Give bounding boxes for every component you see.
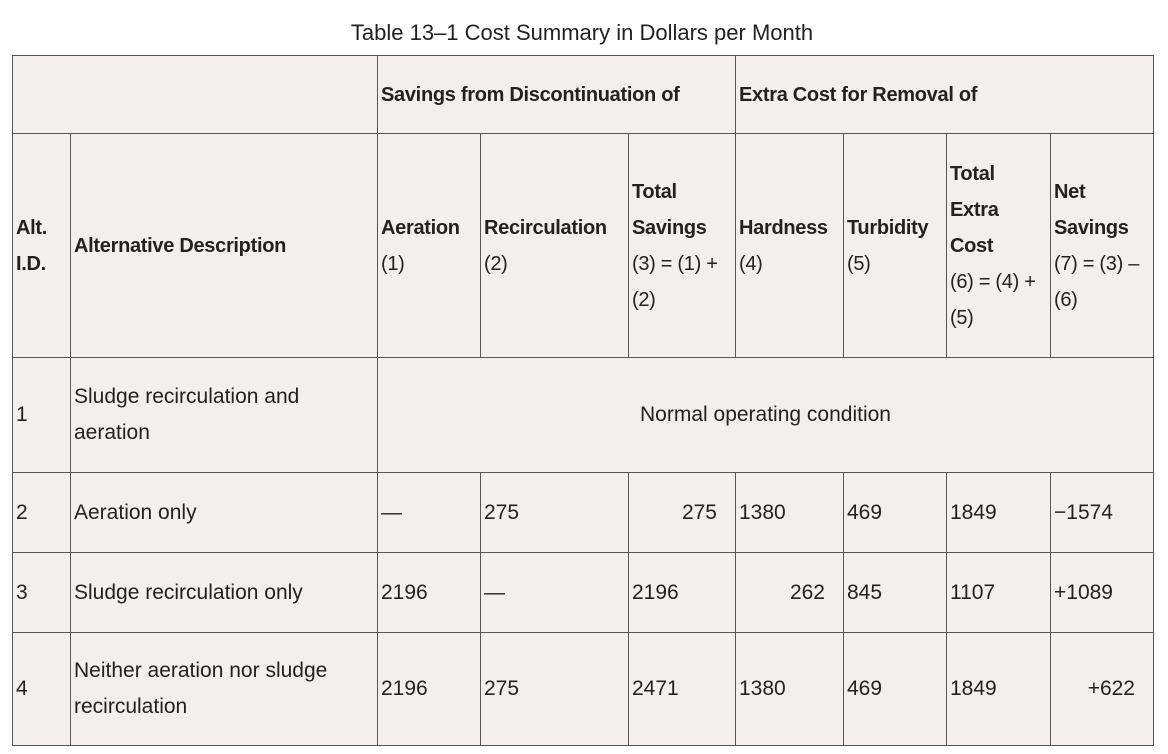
column-header: Aeration (1) bbox=[377, 133, 481, 358]
cell-value: — bbox=[480, 552, 629, 633]
column-header: Turbidity (5) bbox=[843, 133, 947, 358]
column-note: (5) bbox=[847, 252, 871, 275]
column-note: (6) = (4) + (5) bbox=[950, 270, 1036, 329]
cell-value: 275 bbox=[480, 632, 629, 746]
cell-value: 1380 bbox=[735, 472, 844, 553]
cell-value: 469 bbox=[843, 632, 947, 746]
cell-value: −1574 bbox=[1050, 472, 1154, 553]
cell-value: 2196 bbox=[628, 552, 736, 633]
group-header: Savings from Discontinuation of bbox=[377, 55, 736, 134]
description: Aeration only bbox=[70, 472, 378, 553]
row-note: Normal operating condition bbox=[377, 357, 1154, 473]
description: Neither aeration nor sludge recirculatio… bbox=[70, 632, 378, 746]
column-note: (7) = (3) – (6) bbox=[1054, 252, 1140, 311]
column-label: Recirculation bbox=[484, 216, 607, 239]
column-label: Alt. I.D. bbox=[16, 216, 48, 275]
cell-value: +622 bbox=[1050, 632, 1154, 746]
column-label: Alternative Description bbox=[74, 234, 287, 257]
column-header: Hardness (4) bbox=[735, 133, 844, 358]
cell-value: +1089 bbox=[1050, 552, 1154, 633]
column-note: (2) bbox=[484, 252, 508, 275]
column-header: Total Savings (3) = (1) + (2) bbox=[628, 133, 736, 358]
cell-value: 1849 bbox=[946, 632, 1051, 746]
cell-value: 2196 bbox=[377, 632, 481, 746]
column-label: Turbidity bbox=[847, 216, 929, 239]
cell-value: 1849 bbox=[946, 472, 1051, 553]
cell-value: 275 bbox=[480, 472, 629, 553]
column-label: Total Extra Cost bbox=[950, 162, 999, 257]
cell-value: 275 bbox=[628, 472, 736, 553]
cell-value: 262 bbox=[735, 552, 844, 633]
column-label: Hardness bbox=[739, 216, 828, 239]
column-note: (4) bbox=[739, 252, 763, 275]
cell-value: 2196 bbox=[377, 552, 481, 633]
column-header: Alternative Description bbox=[70, 133, 378, 358]
table-title: Table 13–1 Cost Summary in Dollars per M… bbox=[350, 20, 814, 45]
column-label: Total Savings bbox=[632, 180, 707, 239]
column-header: Total Extra Cost (6) = (4) + (5) bbox=[946, 133, 1051, 358]
column-header: Net Savings (7) = (3) – (6) bbox=[1050, 133, 1154, 358]
cell-value: 1380 bbox=[735, 632, 844, 746]
description: Sludge recirculation and aeration bbox=[70, 357, 378, 473]
alt-id: 3 bbox=[12, 552, 71, 633]
empty-header bbox=[12, 55, 378, 134]
cell-value: 2471 bbox=[628, 632, 736, 746]
column-label: Aeration bbox=[381, 216, 460, 239]
cost-table: Savings from Discontinuation of Extra Co… bbox=[12, 55, 1154, 746]
column-note: (3) = (1) + (2) bbox=[632, 252, 718, 311]
cell-value: 1107 bbox=[946, 552, 1051, 633]
cell-value: — bbox=[377, 472, 481, 553]
alt-id: 4 bbox=[12, 632, 71, 746]
description: Sludge recirculation only bbox=[70, 552, 378, 633]
cell-value: 469 bbox=[843, 472, 947, 553]
column-header: Recirculation (2) bbox=[480, 133, 629, 358]
column-note: (1) bbox=[381, 252, 405, 275]
column-header: Alt. I.D. bbox=[12, 133, 71, 358]
column-label: Net Savings bbox=[1054, 180, 1129, 239]
alt-id: 2 bbox=[12, 472, 71, 553]
cell-value: 845 bbox=[843, 552, 947, 633]
alt-id: 1 bbox=[12, 357, 71, 473]
group-header: Extra Cost for Removal of bbox=[735, 55, 1154, 134]
